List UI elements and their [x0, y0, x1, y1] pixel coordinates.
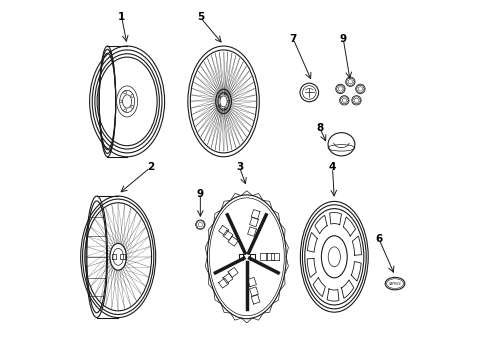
Ellipse shape [346, 77, 355, 86]
Ellipse shape [117, 86, 138, 117]
Ellipse shape [328, 133, 355, 156]
Text: 9: 9 [197, 189, 204, 199]
Ellipse shape [110, 243, 126, 270]
Ellipse shape [340, 96, 349, 105]
Text: 2: 2 [147, 162, 154, 172]
Ellipse shape [120, 90, 135, 112]
Ellipse shape [119, 100, 122, 103]
Text: 8: 8 [317, 123, 323, 133]
Text: 7: 7 [290, 34, 297, 44]
Ellipse shape [385, 277, 405, 290]
Ellipse shape [131, 94, 134, 97]
Ellipse shape [196, 220, 205, 229]
Ellipse shape [216, 89, 231, 114]
Ellipse shape [352, 96, 361, 105]
Text: 5: 5 [196, 13, 204, 22]
Ellipse shape [87, 201, 107, 313]
Ellipse shape [300, 83, 318, 102]
Ellipse shape [336, 84, 345, 94]
Ellipse shape [86, 196, 107, 318]
Ellipse shape [131, 105, 134, 108]
Ellipse shape [123, 91, 126, 94]
Ellipse shape [122, 95, 132, 108]
Text: 9: 9 [340, 34, 347, 44]
Text: 6: 6 [375, 234, 383, 244]
Ellipse shape [123, 109, 126, 112]
Text: 3: 3 [236, 162, 243, 172]
Text: 4: 4 [329, 162, 336, 172]
Text: CAPRICE: CAPRICE [389, 282, 401, 285]
Ellipse shape [356, 84, 365, 94]
Text: 1: 1 [118, 13, 125, 22]
